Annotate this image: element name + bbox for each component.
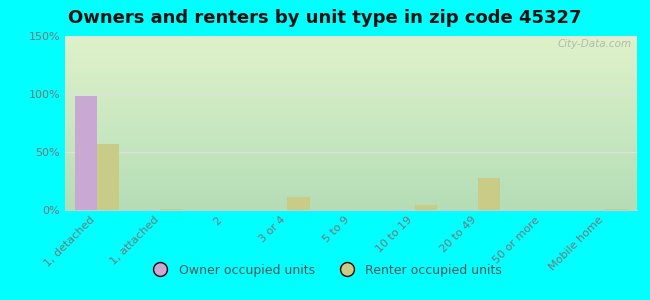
Text: Owners and renters by unit type in zip code 45327: Owners and renters by unit type in zip c… <box>68 9 582 27</box>
Bar <box>478 178 500 210</box>
Bar <box>605 209 627 210</box>
Bar <box>161 209 183 210</box>
Bar <box>97 144 119 210</box>
Text: City-Data.com: City-Data.com <box>557 40 631 50</box>
Bar <box>75 96 97 210</box>
Bar <box>415 206 437 210</box>
Legend: Owner occupied units, Renter occupied units: Owner occupied units, Renter occupied un… <box>143 259 507 282</box>
Bar <box>287 197 309 210</box>
